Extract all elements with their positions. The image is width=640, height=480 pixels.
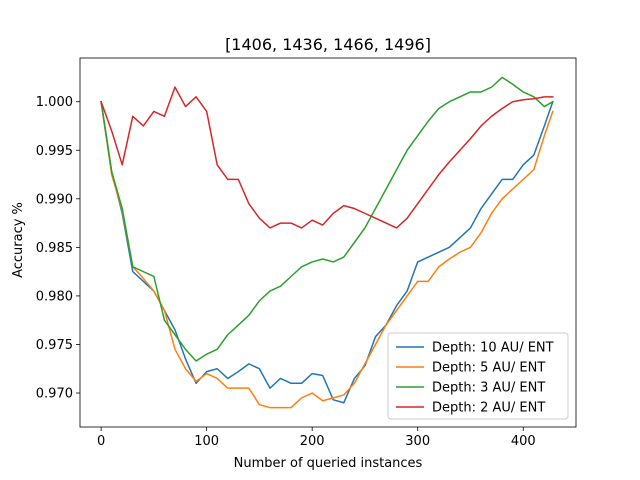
x-tick-label-4: 400: [511, 434, 536, 449]
legend-entry-1: Depth: 5 AU/ ENT: [432, 361, 545, 376]
plot-area: 0 100 200 300 400 0.970 0.975 0.980 0.985 0.990 0.…: [36, 57, 577, 449]
y-axis-label: Accuracy %: [11, 202, 26, 278]
series-line-1: [100, 100, 554, 409]
legend-entry-2: Depth: 3 AU/ ENT: [432, 381, 545, 396]
y-tick-label-4: 0.990: [36, 192, 73, 207]
legend-box: [387, 332, 569, 420]
series-line-3: [100, 86, 554, 229]
legend-entry-3: Depth: 2 AU/ ENT: [432, 401, 545, 416]
y-tick-label-6: 1.000: [36, 95, 73, 110]
x-tick-label-2: 200: [300, 434, 325, 449]
x-tick-label-1: 100: [194, 434, 219, 449]
y-tick-label-5: 0.995: [36, 144, 73, 159]
series-line-2: [100, 76, 554, 362]
y-tick-label-0: 0.970: [36, 387, 73, 402]
x-tick-label-0: 0: [97, 434, 105, 449]
legend: Depth: 10 AU/ ENT Depth: 5 AU/ ENT Depth: …: [387, 332, 569, 420]
chart-title: [1406, 1436, 1466, 1496]: [225, 35, 431, 54]
plot-frame: [79, 57, 577, 428]
y-tick-label-1: 0.975: [36, 338, 73, 353]
x-tick-label-3: 300: [405, 434, 430, 449]
series-line-0: [100, 100, 554, 404]
y-tick-label-3: 0.985: [36, 241, 73, 256]
y-tick-label-2: 0.980: [36, 289, 73, 304]
x-axis-label: Number of queried instances: [234, 456, 423, 471]
legend-entry-0: Depth: 10 AU/ ENT: [432, 341, 554, 356]
